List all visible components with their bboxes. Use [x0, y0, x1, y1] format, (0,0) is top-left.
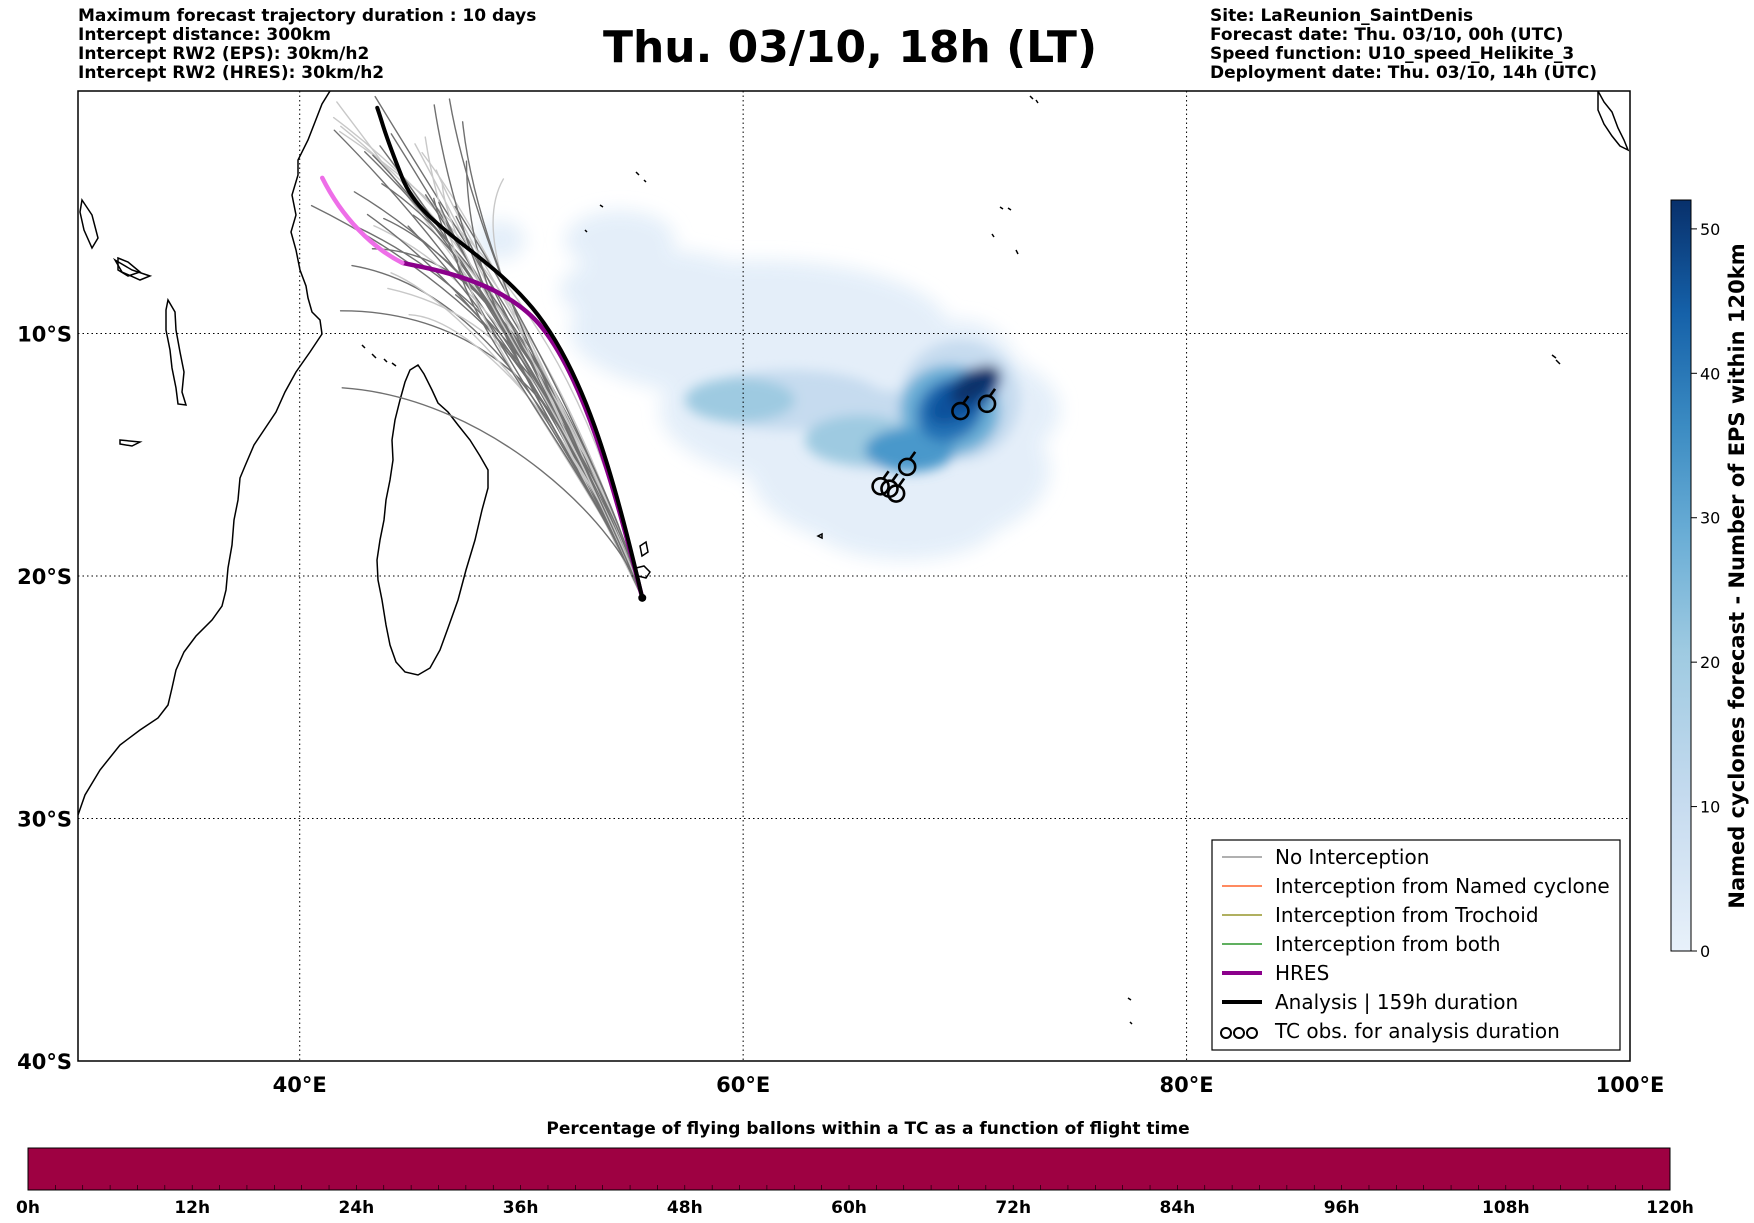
header-info-right: Site: LaReunion_SaintDenis Forecast date…: [1210, 7, 1597, 83]
rodrigues: [816, 532, 823, 540]
cyclone-symbol: [880, 472, 899, 499]
cyclone-symbol: [871, 470, 890, 496]
legend-label: No Interception: [1275, 845, 1429, 869]
legend-cyclone-icon: [1233, 1027, 1245, 1039]
flight-time-tick-label: 96h: [1324, 1198, 1360, 1218]
flight-time-tick-label: 12h: [174, 1198, 210, 1218]
legend-box: [1211, 839, 1621, 1051]
maldives: [1029, 95, 1039, 104]
colorbar-label: Named cyclones forecast - Number of EPS …: [1725, 243, 1749, 908]
legend-label: Analysis | 159h duration: [1275, 990, 1518, 1014]
cyclone-symbol: [951, 395, 970, 421]
cyclone-symbol: [897, 451, 917, 477]
flight-time-tick-label: 0h: [16, 1198, 40, 1218]
legend-item: No Interception: [1222, 845, 1429, 869]
flight-time-tick-label: 24h: [339, 1198, 375, 1218]
legend-cyclone-icon: [1246, 1027, 1258, 1039]
colorbar-gradient: [1670, 199, 1692, 952]
legend-item: HRES: [1222, 961, 1329, 985]
flight-time-tick-label: 36h: [503, 1198, 539, 1218]
colorbar-tick-label: 30: [1700, 509, 1720, 528]
legend-label: Interception from Trochoid: [1275, 903, 1539, 927]
legend-item: Interception from Trochoid: [1222, 903, 1539, 927]
colorbar-tick-label: 0: [1700, 942, 1710, 961]
legend-label: Interception from both: [1275, 932, 1501, 956]
map-frame: [77, 90, 1631, 1062]
lat-tick-label: 30°S: [17, 808, 72, 832]
flight-time-tick-label: 84h: [1160, 1198, 1196, 1218]
header-line-rw2-eps: Intercept RW2 (EPS): 30km/h2: [78, 44, 370, 64]
eps-trajectory: [461, 121, 643, 599]
header-line-duration: Maximum forecast trajectory duration : 1…: [78, 6, 537, 26]
legend-cyclone-icon: [1220, 1027, 1232, 1039]
legend-label: HRES: [1275, 961, 1329, 985]
flight-time-bar: Percentage of flying ballons within a TC…: [16, 1119, 1694, 1218]
colorbar-tick-label: 10: [1700, 798, 1720, 817]
lake-malawi: [119, 439, 143, 447]
sri-lanka-edge: [1597, 91, 1630, 152]
coastlines: [78, 91, 1630, 1025]
header-info-left: Maximum forecast trajectory duration : 1…: [78, 7, 536, 83]
comoros-islands: [361, 344, 397, 367]
seychelles: [584, 171, 647, 233]
legend-item: Interception from both: [1222, 932, 1501, 956]
lat-tick-label: 10°S: [17, 323, 72, 347]
eps-trajectory: [456, 258, 643, 599]
cocos-islands: [1551, 354, 1561, 365]
eps-trajectory: [479, 286, 643, 599]
lon-tick-label: 80°E: [1160, 1073, 1214, 1097]
flight-time-bar-fill: [27, 1147, 1671, 1191]
longitude-tick-labels: 40°E 60°E 80°E 100°E: [273, 1073, 1665, 1097]
flight-time-bar-title: Percentage of flying ballons within a TC…: [546, 1119, 1189, 1139]
header-line-deployment-date: Deployment date: Thu. 03/10, 14h (UTC): [1210, 63, 1597, 83]
somalia-islands: [79, 198, 153, 281]
chagos-islands: [991, 206, 1019, 255]
header-line-speed-function: Speed function: U10_speed_Helikite_3: [1210, 44, 1575, 64]
lake-victoria: [165, 297, 188, 406]
hres-trajectory-tail: [320, 175, 405, 266]
legend: No Interception Interception from Named c…: [1211, 839, 1621, 1051]
colorbar-tick-label: 50: [1700, 220, 1720, 239]
legend-label: TC obs. for analysis duration: [1274, 1019, 1560, 1043]
flight-time-tick-label: 72h: [995, 1198, 1031, 1218]
density-colorbar: 0 10 20 30 40 50 Named cyclones forecast - Nu…: [1670, 199, 1749, 961]
map-title: Thu. 03/10, 18h (LT): [602, 22, 1098, 73]
cyclone-density-field: [475, 210, 1060, 560]
flight-time-tick-label: 108h: [1482, 1198, 1530, 1218]
lon-tick-label: 60°E: [716, 1073, 770, 1097]
flight-time-tick-label: 120h: [1646, 1198, 1694, 1218]
tc-obs-symbols: [871, 388, 997, 503]
legend-item: Analysis | 159h duration: [1222, 990, 1518, 1014]
legend-item: Interception from Named cyclone: [1222, 874, 1610, 898]
trajectories: [310, 95, 647, 602]
amsterdam-stpaul: [1127, 997, 1133, 1025]
lake-tanganyika: [117, 256, 142, 277]
colorbar-tick-label: 20: [1700, 653, 1720, 672]
cyclone-symbol: [977, 388, 997, 414]
lon-tick-label: 100°E: [1596, 1073, 1665, 1097]
africa-coastline: [78, 91, 331, 816]
map-area: 40°E 60°E 80°E 100°E 10°S 20°S 30°S 40°S No In…: [17, 90, 1665, 1097]
flight-time-tick-label: 48h: [667, 1198, 703, 1218]
analysis-trajectory: [375, 105, 645, 600]
lat-tick-label: 20°S: [17, 565, 72, 589]
madagascar-coastline: [376, 363, 489, 676]
legend-item: TC obs. for analysis duration: [1220, 1019, 1560, 1043]
deployment-site-marker: [638, 593, 647, 602]
header-line-distance: Intercept distance: 300km: [78, 25, 331, 45]
legend-label: Interception from Named cyclone: [1275, 874, 1610, 898]
lon-tick-label: 40°E: [273, 1073, 327, 1097]
eps-trajectory: [341, 387, 643, 599]
lat-tick-label: 40°S: [17, 1050, 72, 1074]
colorbar-tick-label: 40: [1700, 364, 1720, 383]
header-line-site: Site: LaReunion_SaintDenis: [1210, 6, 1474, 26]
header-line-forecast-date: Forecast date: Thu. 03/10, 00h (UTC): [1210, 25, 1564, 45]
header-line-rw2-hres: Intercept RW2 (HRES): 30km/h2: [78, 63, 385, 83]
latitude-tick-labels: 10°S 20°S 30°S 40°S: [17, 323, 72, 1075]
flight-time-tick-label: 60h: [831, 1198, 867, 1218]
